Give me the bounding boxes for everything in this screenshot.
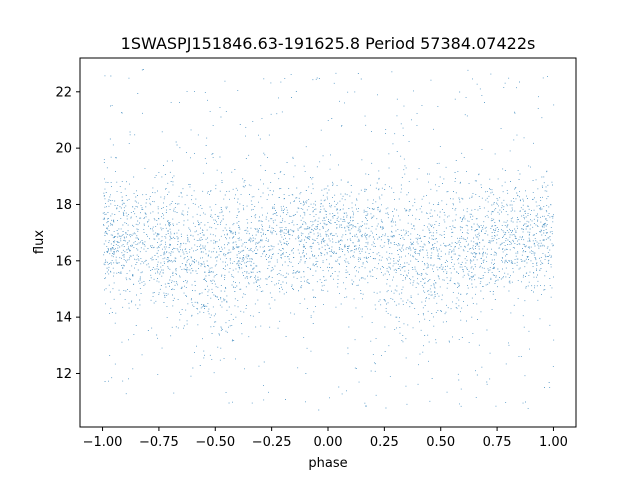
y-tick-label: 12 [55,367,72,382]
x-axis-ticks: −1.00 −0.75 −0.50 −0.25 0.00 0.25 0.50 0.75 1.00 [83,427,568,450]
x-tick-label: −0.50 [195,435,235,450]
scatter-points [102,69,555,411]
x-tick-label: −0.25 [252,435,292,450]
x-tick-label: 0.25 [370,435,399,450]
x-tick-label: 0.00 [314,435,343,450]
x-tick-label: −0.75 [139,435,179,450]
x-tick-label: 0.75 [483,435,512,450]
x-tick-label: 1.00 [539,435,568,450]
y-axis-label: flux [32,230,47,254]
y-tick-label: 22 [55,85,72,100]
x-tick-label: 0.50 [426,435,455,450]
y-tick-label: 18 [55,198,72,213]
x-tick-label: −1.00 [83,435,123,450]
y-tick-label: 14 [55,311,72,326]
y-tick-label: 16 [55,254,72,269]
y-axis-ticks: 12 14 16 18 20 22 [55,85,80,382]
scatter-point-cloud [102,69,555,411]
chart-title: 1SWASPJ151846.63-191625.8 Period 57384.0… [121,34,536,53]
x-axis-label: phase [308,456,347,471]
y-tick-label: 20 [55,142,72,157]
